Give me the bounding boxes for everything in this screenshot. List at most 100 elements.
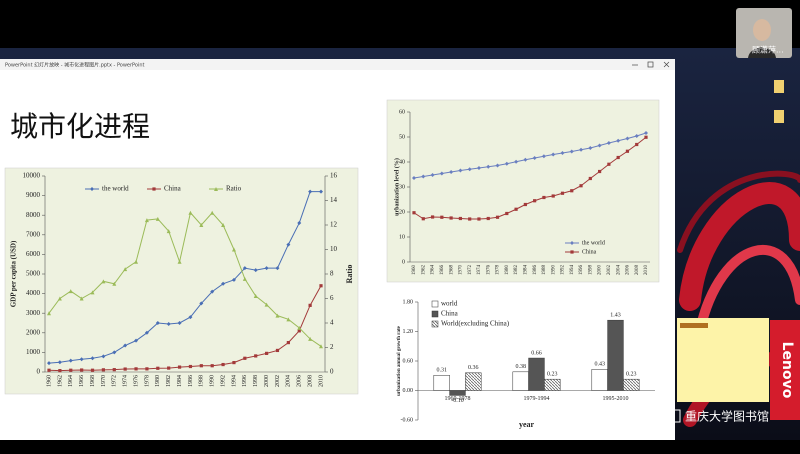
data-point xyxy=(123,343,128,348)
data-point xyxy=(560,151,565,155)
x-tick-label: 1982 xyxy=(166,375,172,387)
data-point xyxy=(286,317,291,322)
x-tick-label: 1979-1994 xyxy=(524,396,550,402)
axis-title: urbanization annual growth rate xyxy=(397,325,402,396)
data-point xyxy=(616,138,621,143)
y-tick-label: 50 xyxy=(399,134,405,140)
y-tick-label: 3000 xyxy=(26,309,41,317)
data-point xyxy=(308,189,313,194)
data-point xyxy=(467,167,472,172)
legend-label: China xyxy=(582,249,597,255)
legend-swatch xyxy=(431,300,439,308)
chart-panel xyxy=(386,99,660,283)
data-point xyxy=(319,189,323,194)
data-point xyxy=(606,141,611,145)
data-point xyxy=(166,229,171,234)
data-point xyxy=(155,321,160,325)
x-tick-label: 1990 xyxy=(210,375,216,387)
x-tick-label: 2000 xyxy=(598,265,603,276)
data-point xyxy=(253,294,258,299)
x-tick-label: 1994 xyxy=(570,265,575,276)
x-tick-label: 1966 xyxy=(79,375,85,387)
x-tick-label: 1960 xyxy=(412,265,417,276)
x-tick-label: 1970 xyxy=(101,375,107,387)
x-tick-label: 2002 xyxy=(607,265,612,276)
data-label: 0.66 xyxy=(531,350,542,356)
bar xyxy=(591,369,608,391)
x-tick-label: 1990 xyxy=(551,265,556,276)
data-point xyxy=(319,344,323,349)
series-line xyxy=(48,285,322,372)
data-label: 0.43 xyxy=(594,362,605,368)
data-point xyxy=(221,362,225,367)
legend-marker xyxy=(90,187,94,191)
data-point xyxy=(47,368,51,372)
data-point xyxy=(541,154,546,159)
data-point xyxy=(430,215,435,219)
data-point xyxy=(199,364,203,368)
data-label: 0.31 xyxy=(436,368,447,374)
data-point xyxy=(421,174,426,179)
x-tick-label: 1996 xyxy=(579,265,584,276)
sticky-note xyxy=(677,318,769,402)
data-point xyxy=(210,210,215,215)
window-controls[interactable] xyxy=(632,61,670,68)
y-tick-label: 0 xyxy=(37,368,41,376)
data-point xyxy=(634,134,639,138)
data-point xyxy=(112,350,117,355)
data-point xyxy=(253,268,258,273)
desktop-icon xyxy=(774,80,784,123)
x-tick-label: 1960-1978 xyxy=(445,396,471,402)
data-point xyxy=(570,189,574,193)
participant-name: 顾潇萍... xyxy=(752,45,784,55)
axis-title: Ratio xyxy=(345,265,354,284)
y-tick-label: 6 xyxy=(330,294,334,302)
data-point xyxy=(533,199,537,203)
data-point xyxy=(523,157,528,162)
data-point xyxy=(57,360,62,365)
x-tick-label: 2004 xyxy=(286,375,292,387)
bar xyxy=(433,375,450,391)
data-point xyxy=(542,195,546,200)
x-tick-label: 1992 xyxy=(220,375,226,387)
data-point xyxy=(101,354,106,359)
data-point xyxy=(210,364,214,368)
data-point xyxy=(80,368,84,372)
data-point xyxy=(221,223,226,227)
x-tick-label: 1982 xyxy=(514,265,519,276)
data-point xyxy=(210,289,215,294)
data-point xyxy=(458,168,463,173)
x-tick-label: 1986 xyxy=(188,375,194,387)
data-point xyxy=(144,330,149,335)
bar xyxy=(544,378,561,391)
x-tick-label: 1968 xyxy=(449,265,454,276)
data-point xyxy=(486,164,491,169)
y-tick-label: 4 xyxy=(330,319,334,327)
x-tick-label: 1970 xyxy=(459,265,464,276)
series-line xyxy=(48,211,322,347)
legend-label: China xyxy=(441,310,459,318)
y-tick-label: 60 xyxy=(399,109,405,115)
watermark: 重庆大学图书馆 xyxy=(685,409,769,424)
data-point xyxy=(199,301,204,306)
data-point xyxy=(297,329,301,333)
y-tick-label: 20 xyxy=(399,209,405,215)
data-point xyxy=(514,207,518,211)
y-tick-label: 1.20 xyxy=(403,329,414,335)
data-point xyxy=(264,266,269,271)
data-label: 0.23 xyxy=(626,372,637,378)
data-point xyxy=(79,296,84,301)
x-tick-label: 1964 xyxy=(68,375,74,387)
x-tick-label: 1962 xyxy=(421,265,426,276)
data-point xyxy=(523,202,527,207)
legend-label: China xyxy=(164,185,182,193)
data-point xyxy=(47,361,51,366)
y-tick-label: 14 xyxy=(330,196,338,204)
data-point xyxy=(199,223,204,227)
window-titlebar xyxy=(0,59,675,70)
x-tick-label: 1984 xyxy=(177,375,183,387)
x-tick-label: 2004 xyxy=(616,265,621,276)
data-point xyxy=(286,242,291,247)
x-tick-label: 1994 xyxy=(231,375,237,387)
sticky-note-tag xyxy=(680,323,708,328)
